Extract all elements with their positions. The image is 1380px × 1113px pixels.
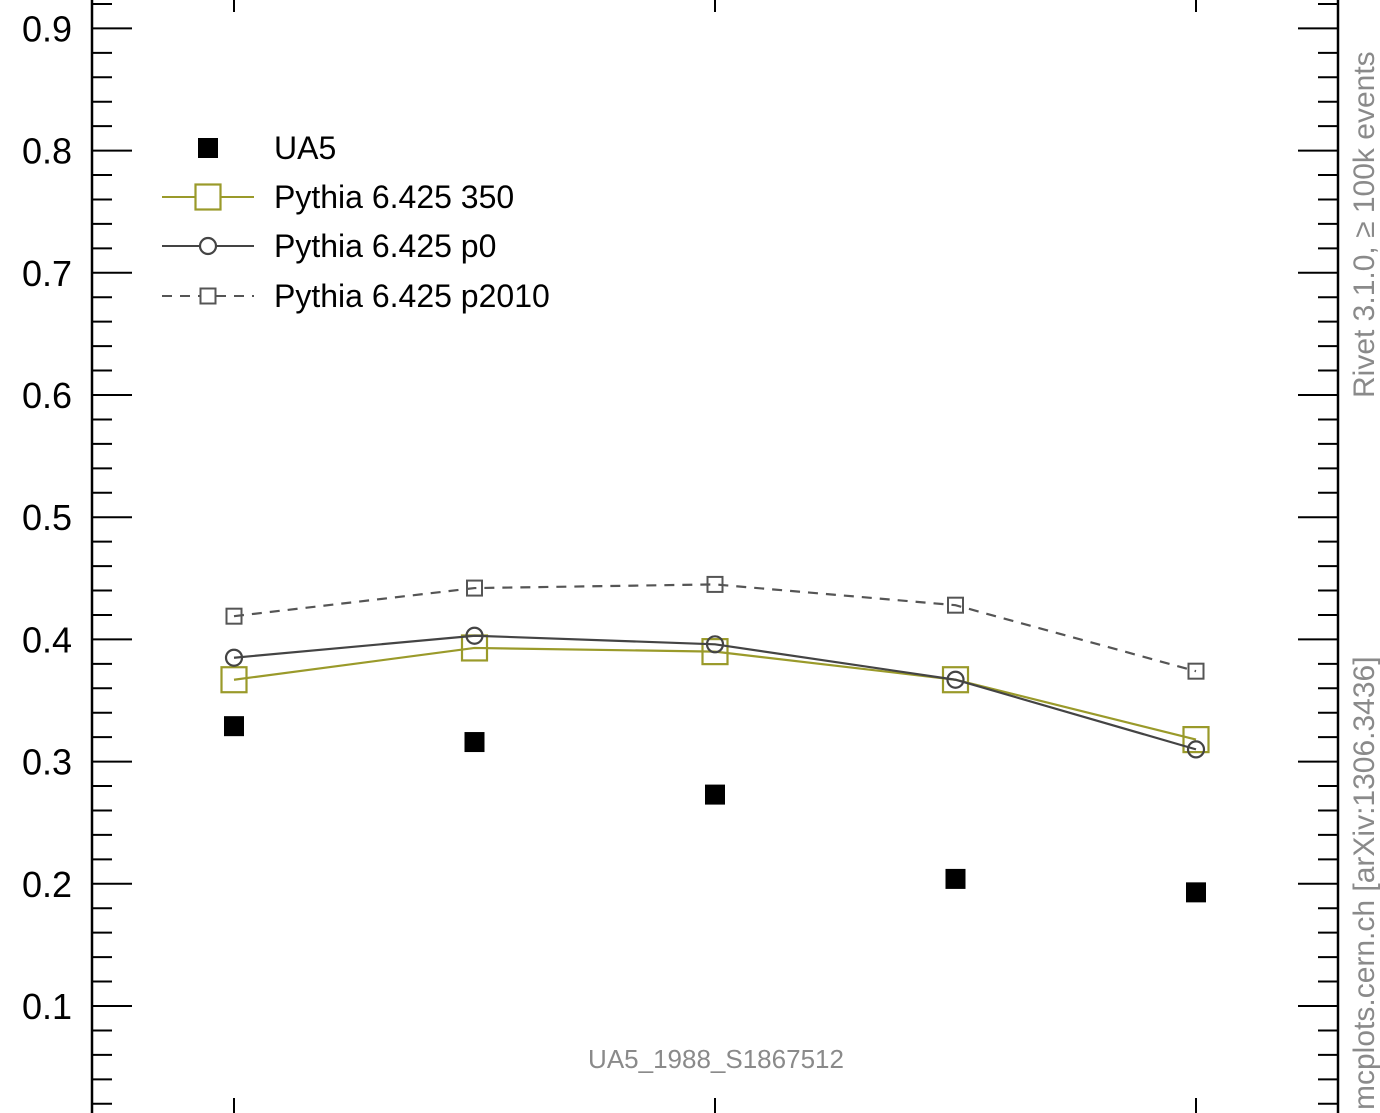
y-tick-label: 0.4	[22, 619, 72, 660]
legend-item: Pythia 6.425 p2010	[162, 278, 550, 314]
legend-item: Pythia 6.425 350	[162, 179, 514, 215]
x-axis-ticks	[233, 0, 1197, 1113]
legend-label: Pythia 6.425 350	[274, 179, 514, 215]
legend-label: Pythia 6.425 p2010	[274, 278, 550, 314]
legend-label: UA5	[274, 130, 336, 166]
legend-marker	[198, 236, 218, 256]
y-tick-label: 0.1	[22, 986, 72, 1027]
data-point	[460, 634, 489, 662]
y-tick-label: 0.6	[22, 375, 72, 416]
data-point	[946, 670, 965, 689]
data-point	[1187, 662, 1205, 680]
rivet-version-label: Rivet 3.1.0, ≥ 100k events	[1348, 51, 1380, 398]
data-point	[224, 716, 244, 737]
data-point	[1186, 882, 1206, 903]
data-point	[947, 596, 964, 614]
data-point	[701, 638, 729, 666]
y-axis-ticks	[92, 2, 1338, 1105]
series-pythia-6-425-p2010	[225, 575, 1205, 680]
legend-item: UA5	[198, 130, 336, 166]
legend-item: Pythia 6.425 p0	[162, 228, 496, 264]
y-tick-label: 0.5	[22, 497, 72, 538]
legend-marker	[194, 183, 222, 211]
data-point	[941, 666, 970, 694]
series-line	[233, 634, 1197, 751]
data-point	[1182, 726, 1210, 754]
legend: UA5 Pythia 6.425 350 Pythia 6.425 p0 Pythia…	[162, 130, 550, 314]
data-point	[465, 626, 484, 645]
data-point	[225, 607, 243, 625]
data-point	[945, 868, 966, 889]
plot-frame	[90, 0, 1340, 1113]
legend-label: Pythia 6.425 p0	[274, 228, 496, 264]
y-tick-label: 0.8	[22, 131, 72, 172]
series-layer	[220, 575, 1210, 903]
data-point	[705, 635, 725, 654]
data-point	[705, 784, 725, 805]
data-point	[220, 666, 248, 694]
y-axis-tick-labels: 0.1 0.2 0.3 0.4 0.5 0.6 0.7 0.8 0.9	[22, 8, 72, 1027]
series-pythia-6-425-p0	[224, 626, 1206, 759]
legend-marker	[198, 138, 218, 158]
y-tick-label: 0.7	[22, 253, 72, 294]
y-tick-label: 0.3	[22, 742, 72, 783]
analysis-id-label: UA5_1988_S1867512	[588, 1044, 844, 1074]
data-point	[466, 579, 483, 597]
data-point	[464, 732, 485, 753]
series-ua5	[224, 716, 1206, 903]
legend-marker	[199, 287, 217, 305]
mcplots-credit-label: mcplots.cern.ch [arXiv:1306.3436]	[1348, 656, 1380, 1110]
y-tick-label: 0.2	[22, 864, 72, 905]
data-point	[1186, 740, 1206, 759]
data-point	[706, 575, 724, 593]
data-point	[224, 648, 244, 667]
y-tick-label: 0.9	[22, 8, 72, 49]
